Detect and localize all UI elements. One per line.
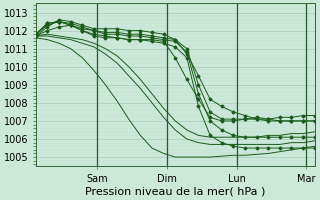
X-axis label: Pression niveau de la mer( hPa ): Pression niveau de la mer( hPa ) [85, 187, 265, 197]
